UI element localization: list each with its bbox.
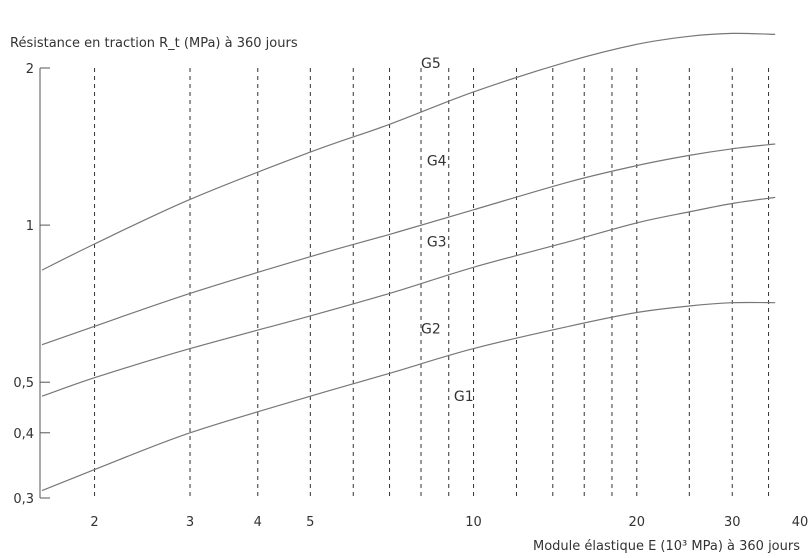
axis-layer: 0,3 0,4 0,5 1 2 2 3 4 5 10 20 30 40 bbox=[13, 62, 808, 530]
x-axis-label: Module élastique E (10³ MPa) à 360 jours bbox=[533, 539, 800, 554]
series-label-G3: G3 bbox=[427, 234, 447, 250]
y-tick-label-4: 2 bbox=[26, 62, 34, 77]
x-tick-label-4: 10 bbox=[465, 515, 482, 530]
y-tick-label-1: 0,4 bbox=[13, 427, 34, 442]
x-tick-label-5: 20 bbox=[629, 515, 646, 530]
y-tick-label-3: 1 bbox=[26, 219, 34, 234]
series-line-G3 bbox=[41, 143, 776, 346]
series-label-G4: G4 bbox=[427, 154, 447, 170]
label-layer: G1 G2 G3 G4 G5 bbox=[421, 56, 474, 405]
series-label-G5: G5 bbox=[421, 56, 441, 72]
x-tick-label-2: 4 bbox=[254, 515, 262, 530]
series-line-G4 bbox=[41, 32, 776, 271]
y-axis-label: Résistance en traction R_t (MPa) à 360 j… bbox=[10, 36, 298, 51]
series-line-G2 bbox=[41, 196, 776, 397]
series-label-G2: G2 bbox=[421, 321, 441, 337]
grid-layer bbox=[94, 68, 770, 498]
x-tick-label-7: 40 bbox=[792, 515, 809, 530]
x-tick-label-0: 2 bbox=[90, 515, 98, 530]
curve-layer bbox=[41, 32, 776, 492]
series-line-G1 bbox=[41, 301, 776, 492]
x-tick-label-6: 30 bbox=[724, 515, 741, 530]
x-tick-label-1: 3 bbox=[186, 515, 194, 530]
x-tick-label-3: 5 bbox=[306, 515, 314, 530]
y-tick-label-0: 0,3 bbox=[13, 492, 34, 507]
series-label-G1: G1 bbox=[454, 389, 474, 405]
y-tick-label-2: 0,5 bbox=[13, 376, 34, 391]
